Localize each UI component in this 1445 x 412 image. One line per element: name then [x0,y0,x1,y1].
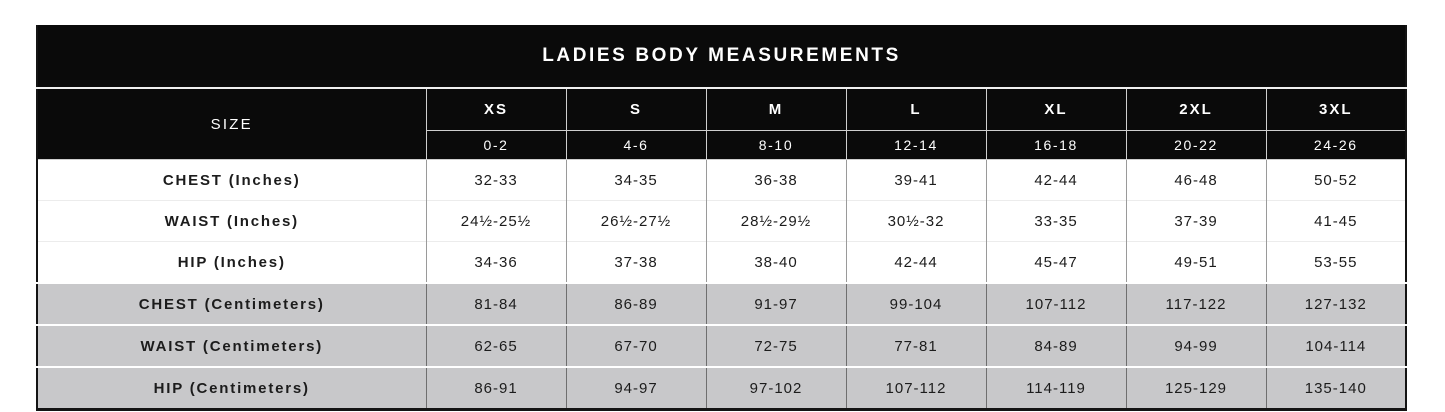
row-label: WAIST (Centimeters) [37,324,426,367]
value-cell: 42-44 [985,159,1126,201]
value-cell: 39-41 [845,159,986,201]
value-cell: 42-44 [845,241,986,283]
value-cell: 117-122 [1125,282,1266,325]
value-cell: 49-51 [1125,241,1266,283]
size-name-l: L [845,87,987,131]
chart-title: LADIES BODY MEASUREMENTS [37,25,1407,89]
value-cell: 38-40 [705,241,846,283]
value-cell: 50-52 [1265,159,1407,201]
row-label: CHEST (Centimeters) [37,282,426,325]
value-cell: 37-38 [565,241,706,283]
value-cell: 67-70 [565,324,706,367]
value-cell: 135-140 [1265,366,1407,410]
table-row-waist-centimeters: WAIST (Centimeters) 62-65 67-70 72-75 77… [37,324,1407,367]
value-cell: 62-65 [425,324,566,367]
table-row-hip-centimeters: HIP (Centimeters) 86-91 94-97 97-102 107… [37,366,1407,410]
value-cell: 86-91 [425,366,566,410]
value-cell: 36-38 [705,159,846,201]
value-cell: 34-35 [565,159,706,201]
value-cell: 30½-32 [845,200,986,242]
value-cell: 46-48 [1125,159,1266,201]
title-row: LADIES BODY MEASUREMENTS [37,25,1407,89]
value-cell: 32-33 [425,159,566,201]
value-cell: 107-112 [845,366,986,410]
value-cell: 77-81 [845,324,986,367]
size-name-s: S [565,87,707,131]
row-label: CHEST (Inches) [37,159,426,201]
value-cell: 94-99 [1125,324,1266,367]
size-name-2xl: 2XL [1125,87,1267,131]
size-range-2xl: 20-22 [1125,130,1267,160]
value-cell: 91-97 [705,282,846,325]
size-range-l: 12-14 [845,130,987,160]
size-range-s: 4-6 [565,130,707,160]
value-cell: 125-129 [1125,366,1266,410]
size-range-m: 8-10 [705,130,847,160]
size-name-3xl: 3XL [1265,87,1407,131]
value-cell: 97-102 [705,366,846,410]
value-cell: 114-119 [985,366,1126,410]
table-row-hip-inches: HIP (Inches) 34-36 37-38 38-40 42-44 45-… [37,241,1407,283]
value-cell: 28½-29½ [705,200,846,242]
value-cell: 99-104 [845,282,986,325]
size-range-header-row: 0-2 4-6 8-10 12-14 16-18 20-22 24-26 [37,130,1407,160]
value-cell: 37-39 [1125,200,1266,242]
value-cell: 26½-27½ [565,200,706,242]
value-cell: 86-89 [565,282,706,325]
size-name-header-row: SIZE XS S M L XL 2XL 3XL [36,87,1407,160]
value-cell: 94-97 [565,366,706,410]
value-cell: 72-75 [705,324,846,367]
value-cell: 41-45 [1265,200,1407,242]
size-name-m: M [705,87,847,131]
table-row-waist-inches: WAIST (Inches) 24½-25½ 26½-27½ 28½-29½ 3… [37,200,1407,242]
row-label: HIP (Centimeters) [37,366,426,410]
size-name-xs: XS [425,87,567,131]
row-label: HIP (Inches) [37,241,426,283]
value-cell: 84-89 [985,324,1126,367]
size-range-xs: 0-2 [425,130,567,160]
value-cell: 127-132 [1265,282,1407,325]
value-cell: 104-114 [1265,324,1407,367]
value-cell: 33-35 [985,200,1126,242]
size-header-cell: SIZE [36,87,427,160]
size-name-xl: XL [985,87,1127,131]
value-cell: 53-55 [1265,241,1407,283]
value-cell: 107-112 [985,282,1126,325]
row-label: WAIST (Inches) [37,200,426,242]
value-cell: 24½-25½ [425,200,566,242]
size-range-xl: 16-18 [985,130,1127,160]
value-cell: 34-36 [425,241,566,283]
size-range-3xl: 24-26 [1265,130,1407,160]
value-cell: 81-84 [425,282,566,325]
ladies-body-measurements-table: LADIES BODY MEASUREMENTS SIZE XS S M L X… [36,25,1408,411]
table-row-chest-inches: CHEST (Inches) 32-33 34-35 36-38 39-41 4… [37,159,1407,201]
table-row-chest-centimeters: CHEST (Centimeters) 81-84 86-89 91-97 99… [37,282,1407,325]
value-cell: 45-47 [985,241,1126,283]
